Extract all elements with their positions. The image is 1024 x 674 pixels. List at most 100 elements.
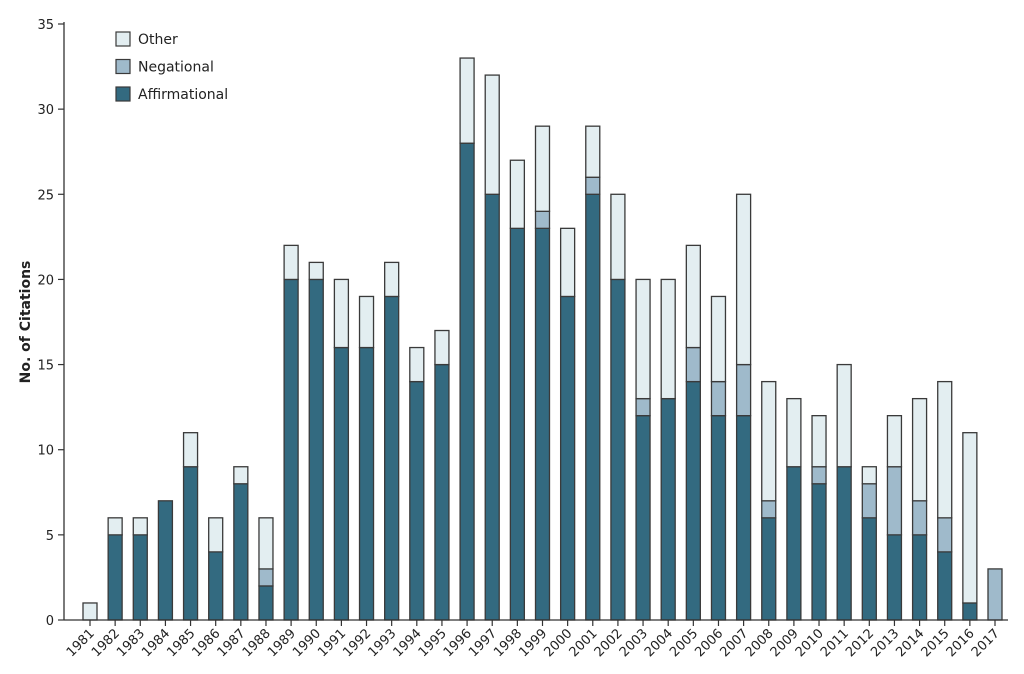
bar-other-1990 (308, 261, 324, 281)
bar-affirmational-2005 (685, 380, 701, 621)
bar-other-1989 (283, 244, 299, 281)
bar-affirmational-1994 (409, 380, 425, 621)
bar-other-2006 (710, 295, 727, 383)
bar-other-2015 (937, 380, 953, 519)
y-axis: 0 5 10 15 20 25 30 35 (37, 18, 65, 629)
bar-affirmational-1995 (434, 363, 450, 621)
x-tick-label: 1997 (466, 626, 500, 660)
bar-affirmational-2004 (660, 397, 676, 621)
bar-negational-2001 (585, 176, 601, 195)
bar-negational-2014 (911, 500, 928, 536)
bar-affirmational-1996 (459, 142, 475, 621)
x-tick-label: 2009 (768, 626, 802, 660)
x-tick-label: 2007 (717, 626, 751, 660)
x-tick-label: 1987 (215, 626, 249, 660)
x-tick-label: 1981 (64, 626, 98, 660)
bar-negational-2015 (937, 517, 953, 553)
x-tick-label: 1992 (340, 626, 374, 660)
x-tick-label: 2006 (692, 626, 726, 660)
bar-other-2003 (635, 278, 651, 400)
x-tick-label: 1990 (290, 626, 324, 660)
bar-affirmational-1983 (132, 534, 148, 621)
bar-affirmational-1990 (308, 278, 324, 621)
x-tick-label: 1993 (365, 626, 399, 660)
bar-other-2010 (811, 415, 827, 468)
bar-affirmational-2014 (911, 534, 928, 621)
x-tick-label: 1991 (315, 626, 349, 660)
bar-negational-1999 (534, 210, 551, 229)
bar-negational-2005 (685, 346, 701, 383)
bar-negational-2003 (635, 397, 651, 417)
bar-affirmational-2016 (962, 602, 978, 621)
bar-other-1982 (107, 517, 123, 536)
bar-affirmational-1984 (157, 500, 174, 621)
bar-negational-2010 (811, 466, 827, 485)
bar-other-2002 (610, 193, 626, 281)
bar-other-2008 (761, 380, 777, 502)
x-tick-label: 2017 (969, 626, 1003, 660)
bar-negational-2013 (886, 466, 903, 536)
x-tick-label: 1986 (190, 626, 224, 660)
bar-affirmational-1987 (233, 483, 249, 621)
bar-affirmational-1985 (182, 466, 199, 621)
x-axis: 1981198219831984198519861987198819891990… (64, 619, 1008, 660)
bar-affirmational-1986 (208, 551, 224, 621)
x-tick-label: 1995 (416, 626, 450, 660)
bar-affirmational-2007 (735, 415, 752, 621)
bar-affirmational-1993 (384, 295, 400, 621)
bar-other-1986 (208, 517, 224, 553)
x-tick-label: 2013 (868, 626, 902, 660)
bar-other-1983 (132, 517, 148, 536)
y-tick-label: 20 (37, 273, 54, 288)
bar-other-1987 (233, 466, 249, 485)
x-tick-label: 1989 (265, 626, 299, 660)
legend-label-affirmational: Affirmational (138, 87, 228, 103)
bar-other-2016 (962, 432, 978, 604)
bar-other-1981 (82, 602, 98, 621)
bar-other-1993 (384, 261, 400, 298)
bar-other-2009 (786, 397, 802, 468)
x-tick-label: 2002 (592, 626, 626, 660)
bar-affirmational-2015 (937, 551, 953, 621)
x-tick-label: 2004 (642, 626, 676, 660)
x-tick-label: 2016 (944, 626, 978, 660)
bar-other-1998 (509, 159, 526, 229)
bar-other-2012 (861, 466, 877, 485)
y-tick-label: 5 (46, 529, 54, 544)
bar-other-1995 (434, 329, 450, 366)
y-tick-label: 0 (46, 614, 54, 629)
x-tick-label: 2012 (843, 626, 877, 660)
bar-affirmational-2010 (811, 483, 827, 621)
bar-affirmational-2006 (710, 415, 727, 621)
bar-affirmational-2011 (836, 466, 852, 621)
bar-affirmational-2003 (635, 415, 651, 621)
bar-negational-2012 (861, 483, 877, 519)
bar-other-1992 (358, 295, 375, 349)
bar-affirmational-1989 (283, 278, 299, 621)
y-tick-label: 15 (37, 359, 54, 374)
bar-other-2001 (585, 125, 601, 178)
x-tick-label: 2008 (743, 626, 777, 660)
bar-affirmational-2009 (786, 466, 802, 621)
bar-affirmational-1997 (484, 193, 500, 621)
y-tick-label: 25 (37, 188, 54, 203)
y-tick-label: 10 (37, 444, 54, 459)
bar-affirmational-1988 (258, 585, 274, 621)
bar-other-2007 (735, 193, 752, 366)
x-tick-label: 2014 (893, 626, 927, 660)
bar-affirmational-2012 (861, 517, 877, 621)
bar-other-2014 (911, 397, 928, 502)
bar-other-2013 (886, 415, 903, 468)
legend: Other Negational Affirmational (115, 31, 228, 103)
bar-negational-2008 (761, 500, 777, 519)
legend-swatch-negational (115, 58, 131, 75)
bar-other-1994 (409, 346, 425, 383)
x-tick-label: 1994 (391, 626, 425, 660)
bar-other-2005 (685, 244, 701, 349)
bar-other-1991 (333, 278, 350, 349)
bar-affirmational-1991 (333, 346, 350, 621)
bar-affirmational-2002 (610, 278, 626, 621)
bar-other-2004 (660, 278, 676, 400)
x-tick-label: 2001 (567, 626, 601, 660)
